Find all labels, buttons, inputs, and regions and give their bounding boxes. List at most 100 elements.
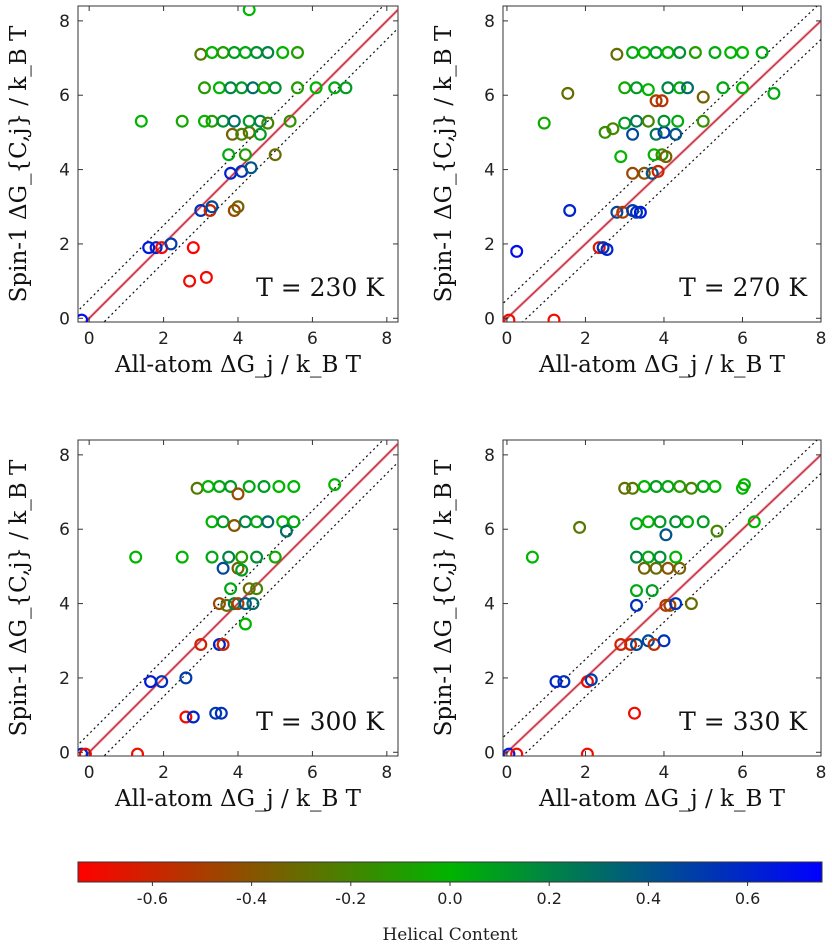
x-tick-label: 4 <box>233 329 244 349</box>
x-tick-label: 2 <box>158 329 169 349</box>
data-point <box>179 671 193 685</box>
data-point <box>231 597 245 611</box>
data-point <box>194 637 208 651</box>
data-point <box>222 148 236 162</box>
data-point <box>629 584 643 598</box>
data-point <box>272 480 286 494</box>
x-tick-label: 6 <box>737 329 748 349</box>
data-point <box>647 148 661 162</box>
data-point <box>194 47 208 61</box>
data-point <box>510 244 524 258</box>
data-point <box>649 561 663 575</box>
data-point <box>131 747 144 756</box>
x-tick-label: 0 <box>84 329 95 349</box>
data-point <box>618 81 632 95</box>
data-point <box>549 675 563 689</box>
data-points <box>503 478 761 756</box>
data-point <box>503 747 516 756</box>
data-point <box>629 550 643 564</box>
scatter-panel: 0 2 4 6 8 0 2 4 6 8 All-atom ΔG_j / k_B T Spin-1 ΔG… <box>6 5 399 378</box>
data-point <box>253 114 267 128</box>
data-point <box>129 550 143 564</box>
lower-band-line <box>103 27 398 322</box>
y-tick-label: 4 <box>484 595 495 615</box>
data-point <box>190 481 204 495</box>
data-point <box>673 561 687 575</box>
data-point <box>214 706 228 720</box>
data-point <box>661 81 675 95</box>
data-point <box>261 116 275 130</box>
data-point <box>659 528 673 542</box>
x-tick-label: 6 <box>307 329 318 349</box>
x-tick-label: 4 <box>659 329 670 349</box>
data-point <box>684 597 698 611</box>
data-point <box>651 164 665 178</box>
data-point <box>580 747 594 756</box>
upper-band-line <box>78 6 384 312</box>
data-point <box>653 550 667 564</box>
y-tick-label: 8 <box>484 446 495 466</box>
data-point <box>637 561 651 575</box>
data-point <box>696 515 710 529</box>
data-point <box>220 598 234 612</box>
data-point <box>225 127 239 141</box>
data-point <box>216 515 230 529</box>
data-point <box>669 515 683 529</box>
data-point <box>680 81 694 95</box>
y-tick-label: 6 <box>59 86 70 106</box>
data-point <box>645 584 659 598</box>
data-point <box>606 122 620 136</box>
data-point <box>657 634 671 648</box>
data-point <box>216 637 230 651</box>
temperature-label: T = 300 K <box>256 707 385 736</box>
data-point <box>235 127 249 141</box>
data-point <box>708 45 722 59</box>
x-tick-label: 4 <box>233 763 244 783</box>
x-tick-label: 0 <box>502 329 513 349</box>
data-point <box>592 241 606 255</box>
data-point <box>78 747 92 756</box>
data-point <box>287 480 301 494</box>
data-point <box>216 561 230 575</box>
data-point <box>198 114 212 128</box>
y-tick-label: 6 <box>484 86 495 106</box>
data-point <box>557 675 571 689</box>
data-point <box>525 550 539 564</box>
data-point <box>227 204 241 218</box>
data-point <box>205 114 219 128</box>
y-tick-label: 6 <box>484 520 495 540</box>
diagonal-line <box>503 19 821 322</box>
y-axis-label: Spin-1 ΔG_{C,j} / k_B T <box>6 459 32 736</box>
data-point <box>626 481 640 495</box>
data-point <box>641 83 655 97</box>
data-point <box>637 480 651 494</box>
data-point <box>78 747 89 756</box>
data-point <box>649 94 663 108</box>
data-point <box>242 480 256 494</box>
data-point <box>238 617 252 631</box>
data-point <box>627 706 641 720</box>
data-point <box>626 45 640 59</box>
temperature-label: T = 330 K <box>679 707 808 736</box>
data-point <box>212 81 226 95</box>
x-axis-label: All-atom ΔG_j / k_B T <box>538 786 786 812</box>
y-axis-label: Spin-1 ΔG_{C,j} / k_B T <box>431 459 457 736</box>
temperature-label: T = 230 K <box>256 273 385 302</box>
data-point <box>328 478 342 492</box>
data-point <box>680 515 694 529</box>
data-point <box>253 127 267 141</box>
y-tick-label: 4 <box>59 595 70 615</box>
data-point <box>618 116 632 130</box>
colorbar-tick-label: 0.4 <box>636 889 661 908</box>
x-tick-label: 8 <box>816 329 827 349</box>
data-point <box>231 200 245 214</box>
data-points <box>78 478 342 756</box>
data-point <box>767 86 781 100</box>
data-point <box>735 45 749 59</box>
data-point <box>186 241 200 255</box>
data-point <box>175 114 189 128</box>
y-tick-label: 0 <box>59 309 70 329</box>
y-tick-label: 2 <box>59 669 70 689</box>
data-point <box>696 480 710 494</box>
data-point <box>735 81 749 95</box>
